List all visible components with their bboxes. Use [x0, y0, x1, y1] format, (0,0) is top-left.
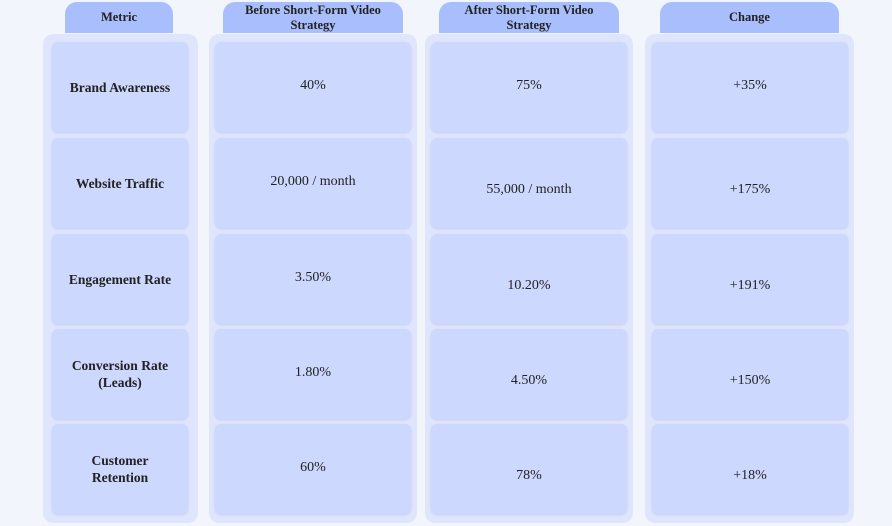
metric-cell: Website Traffic [52, 138, 188, 228]
cell-text: +150% [729, 373, 771, 388]
cell-text: Customer Retention [91, 453, 149, 485]
cell-text: Brand Awareness [69, 79, 171, 95]
column-header: Metric [65, 2, 173, 33]
cell-text: Change [729, 10, 770, 24]
cell-text: Conversion Rate (Leads) [71, 358, 169, 390]
cell-text: 3.50% [294, 270, 332, 285]
cell-text: 75% [516, 78, 542, 93]
column-header: Change [660, 2, 839, 33]
cell-text: 1.80% [294, 365, 332, 380]
cell-text: Engagement Rate [68, 271, 172, 287]
metric-cell: Brand Awareness [52, 42, 188, 132]
cell-text: Before Short-Form Video Strategy [245, 2, 381, 32]
cell-text: 10.20% [507, 278, 551, 293]
value-cell: 55,000 / month [431, 138, 627, 228]
value-cell: +191% [652, 234, 848, 324]
cell-text: +18% [733, 468, 767, 483]
column-header: After Short-Form Video Strategy [439, 2, 619, 33]
metric-cell: Engagement Rate [52, 234, 188, 324]
value-cell: 20,000 / month [215, 138, 411, 228]
cell-text: +35% [733, 78, 767, 93]
metric-cell: Customer Retention [52, 424, 188, 514]
cell-text: +191% [729, 278, 771, 293]
value-cell: 10.20% [431, 234, 627, 324]
cell-text: 20,000 / month [270, 174, 356, 189]
cell-text: 55,000 / month [486, 182, 572, 197]
value-cell: 60% [215, 424, 411, 514]
column-header: Before Short-Form Video Strategy [223, 2, 403, 33]
cell-text: 60% [300, 460, 326, 475]
cell-text: 78% [516, 468, 542, 483]
value-cell: 40% [215, 42, 411, 132]
value-cell: 78% [431, 424, 627, 514]
cell-text: Website Traffic [75, 175, 165, 191]
value-cell: 3.50% [215, 234, 411, 324]
cell-text: Metric [100, 10, 138, 24]
cell-text: 4.50% [510, 373, 548, 388]
value-cell: 75% [431, 42, 627, 132]
value-cell: +18% [652, 424, 848, 514]
value-cell: +150% [652, 329, 848, 419]
value-cell: 4.50% [431, 329, 627, 419]
value-cell: 1.80% [215, 329, 411, 419]
cell-text: 40% [300, 78, 326, 93]
value-cell: +35% [652, 42, 848, 132]
cell-text: After Short-Form Video Strategy [464, 2, 594, 32]
value-cell: +175% [652, 138, 848, 228]
metric-cell: Conversion Rate (Leads) [52, 329, 188, 419]
cell-text: +175% [729, 182, 771, 197]
